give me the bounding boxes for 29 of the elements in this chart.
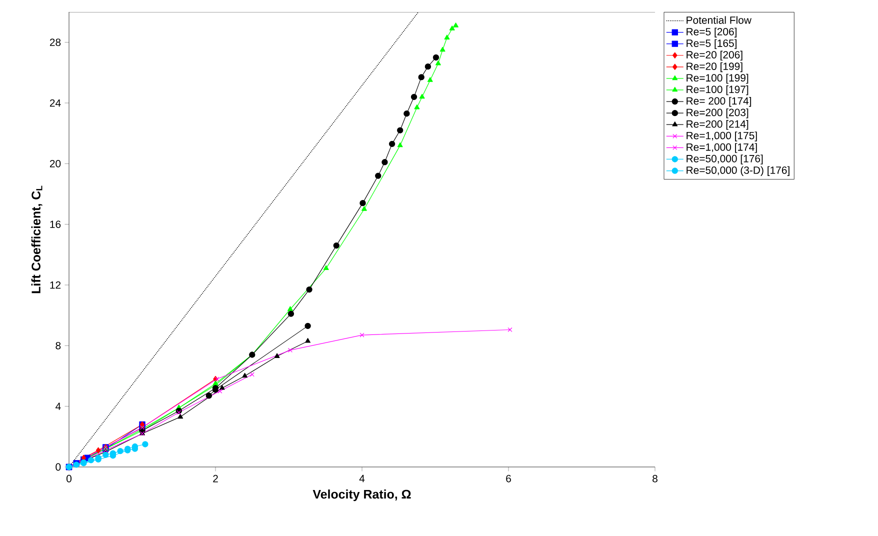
legend-label: Re=50,000 (3-D) [176] [686, 166, 790, 176]
legend-label: Re=100 [197] [686, 85, 748, 96]
legend-label: Re=100 [199] [686, 74, 748, 84]
x-tick-label: 2 [213, 474, 218, 482]
legend-label: Re=50,000 [176] [686, 154, 763, 164]
x-axis-title: Velocity Ratio, Ω [312, 489, 411, 502]
legend-label: Re=1,000 [174] [686, 143, 757, 153]
y-tick-label: 16 [50, 220, 61, 228]
y-tick-label: 8 [56, 342, 61, 350]
y-tick-label: 28 [50, 38, 61, 46]
legend-label: Re=5 [165] [686, 39, 736, 49]
legend-label: Re=200 [214] [686, 120, 748, 130]
x-tick-label: 4 [359, 474, 365, 482]
y-tick-label: 0 [56, 463, 61, 471]
y-axis-title: Lift Coefficient, C$_{L}$ [31, 186, 42, 294]
legend-label: Re=200 [203] [686, 108, 748, 118]
y-tick-label: 20 [50, 160, 61, 168]
y-tick-label: 24 [50, 99, 61, 107]
x-tick-label: 0 [66, 474, 72, 482]
x-tick-label: 6 [506, 474, 511, 482]
y-tick-label: 12 [50, 281, 61, 289]
legend-label: Re=1,000 [175] [686, 132, 757, 142]
legend-label: Re= 200 [174] [686, 96, 752, 107]
legend-label: Potential Flow [686, 16, 752, 24]
legend-label: Re=20 [206] [686, 50, 742, 61]
legend-label: Re=20 [199] [686, 62, 742, 72]
y-tick-label: 4 [55, 402, 61, 410]
legend-label: Re=5 [206] [686, 28, 736, 38]
x-tick-label: 8 [652, 474, 658, 482]
